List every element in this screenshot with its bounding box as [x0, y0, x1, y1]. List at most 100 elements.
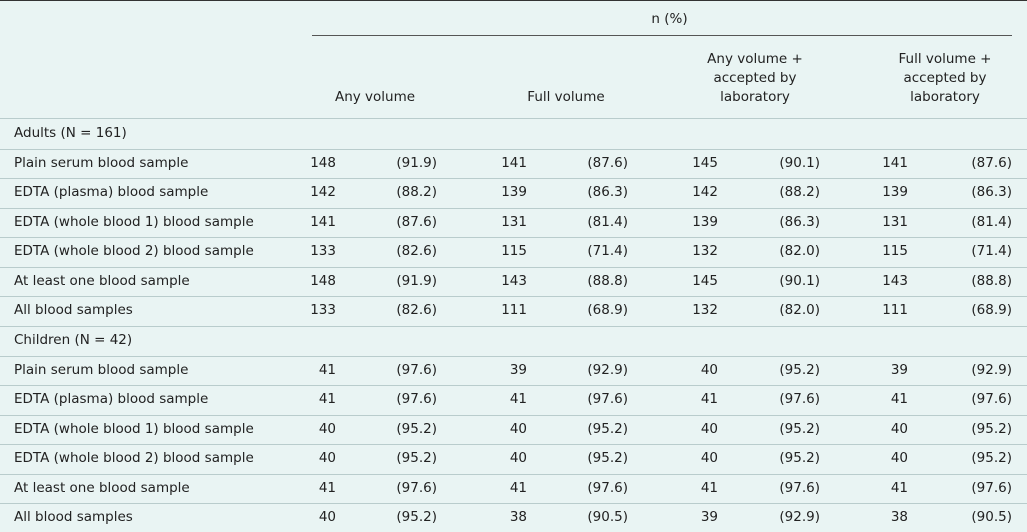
row-rule [0, 326, 1027, 327]
count: 40 [890, 450, 908, 467]
count: 145 [692, 272, 718, 289]
count: 141 [882, 154, 908, 171]
percent: (97.6) [971, 391, 1012, 408]
percent: (95.2) [779, 420, 820, 437]
count: 38 [890, 509, 908, 526]
percent: (68.9) [587, 302, 628, 319]
count: 41 [890, 391, 908, 408]
percent: (90.1) [779, 154, 820, 171]
column-header: Full volume [527, 89, 605, 105]
percent: (86.3) [587, 184, 628, 201]
percent: (88.2) [396, 184, 437, 201]
count: 40 [509, 450, 527, 467]
row-label: Plain serum blood sample [14, 154, 189, 171]
count: 148 [310, 154, 336, 171]
count: 40 [318, 509, 336, 526]
percent: (81.4) [971, 213, 1012, 230]
row-label: EDTA (plasma) blood sample [14, 184, 209, 201]
percent: (95.2) [396, 450, 437, 467]
percent: (88.8) [971, 272, 1012, 289]
row-label: All blood samples [14, 302, 133, 319]
count: 40 [700, 361, 718, 378]
percent: (90.5) [587, 509, 628, 526]
count: 39 [509, 361, 527, 378]
row-label: At least one blood sample [14, 479, 190, 496]
count: 38 [509, 509, 527, 526]
count: 39 [890, 361, 908, 378]
row-rule [0, 444, 1027, 445]
header-rule [0, 118, 1027, 119]
count: 142 [310, 184, 336, 201]
percent: (97.6) [971, 479, 1012, 496]
percent: (86.3) [971, 184, 1012, 201]
count: 131 [882, 213, 908, 230]
row-label: Plain serum blood sample [14, 361, 189, 378]
count: 41 [509, 391, 527, 408]
row-label: EDTA (plasma) blood sample [14, 391, 209, 408]
row-label: EDTA (whole blood 2) blood sample [14, 243, 254, 260]
group-label: n (%) [651, 11, 688, 27]
count: 115 [882, 243, 908, 260]
count: 143 [501, 272, 527, 289]
count: 148 [310, 272, 336, 289]
percent: (97.6) [396, 479, 437, 496]
count: 139 [692, 213, 718, 230]
count: 41 [700, 391, 718, 408]
percent: (95.2) [396, 509, 437, 526]
count: 141 [501, 154, 527, 171]
count: 115 [501, 243, 527, 260]
count: 41 [318, 479, 336, 496]
row-rule [0, 149, 1027, 150]
count: 132 [692, 243, 718, 260]
percent: (88.8) [587, 272, 628, 289]
percent: (82.6) [396, 302, 437, 319]
count: 139 [882, 184, 908, 201]
section-label: Children (N = 42) [14, 331, 133, 348]
row-rule [0, 356, 1027, 357]
count: 40 [318, 420, 336, 437]
count: 40 [700, 420, 718, 437]
row-label: At least one blood sample [14, 272, 190, 289]
percent: (97.6) [587, 391, 628, 408]
row-label: EDTA (whole blood 1) blood sample [14, 420, 254, 437]
count: 142 [692, 184, 718, 201]
percent: (97.6) [396, 391, 437, 408]
row-rule [0, 503, 1027, 504]
percent: (91.9) [396, 272, 437, 289]
percent: (68.9) [971, 302, 1012, 319]
count: 132 [692, 302, 718, 319]
count: 40 [890, 420, 908, 437]
row-rule [0, 415, 1027, 416]
percent: (82.0) [779, 243, 820, 260]
percent: (87.6) [587, 154, 628, 171]
column-header: Any volume + accepted by laboratory [707, 51, 803, 105]
percent: (71.4) [587, 243, 628, 260]
column-header: Any volume [334, 89, 416, 105]
percent: (92.9) [971, 361, 1012, 378]
count: 131 [501, 213, 527, 230]
count: 143 [882, 272, 908, 289]
percent: (97.6) [779, 391, 820, 408]
percent: (71.4) [971, 243, 1012, 260]
percent: (81.4) [587, 213, 628, 230]
count: 41 [509, 479, 527, 496]
percent: (95.2) [779, 450, 820, 467]
count: 139 [501, 184, 527, 201]
row-rule [0, 208, 1027, 209]
row-rule [0, 296, 1027, 297]
percent: (87.6) [396, 213, 437, 230]
count: 41 [318, 391, 336, 408]
count: 41 [700, 479, 718, 496]
count: 141 [310, 213, 336, 230]
row-rule [0, 267, 1027, 268]
count: 111 [501, 302, 527, 319]
count: 40 [318, 450, 336, 467]
percent: (95.2) [971, 450, 1012, 467]
percent: (82.0) [779, 302, 820, 319]
count: 39 [700, 509, 718, 526]
percent: (92.9) [587, 361, 628, 378]
count: 40 [509, 420, 527, 437]
section-label: Adults (N = 161) [14, 125, 127, 141]
percent: (97.6) [396, 361, 437, 378]
row-rule [0, 178, 1027, 179]
